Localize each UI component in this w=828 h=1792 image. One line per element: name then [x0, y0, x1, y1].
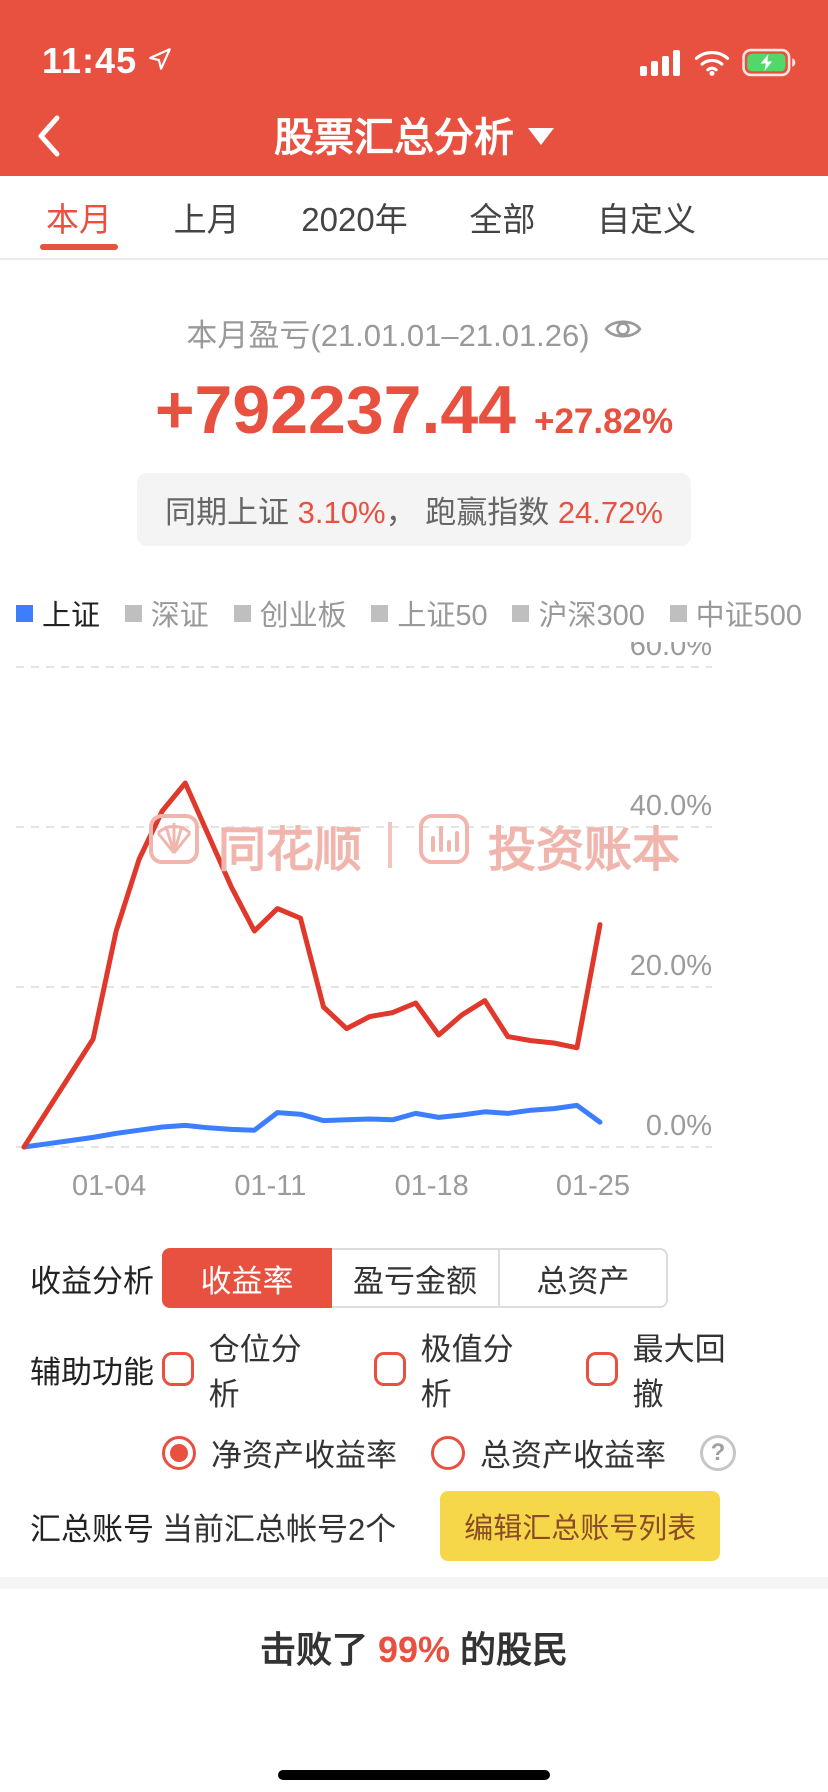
beat-suffix: 的股民 — [450, 1629, 569, 1670]
period-tabs: 本月 上月 2020年 全部 自定义 — [0, 176, 828, 260]
checkbox-icon[interactable] — [586, 1352, 618, 1386]
radio-icon-unchecked[interactable] — [431, 1435, 465, 1470]
period-summary-row: 本月盈亏(21.01.01–21.01.26) — [0, 310, 828, 355]
legend-swatch-gray — [124, 604, 142, 622]
segment-total-assets[interactable]: 总资产 — [500, 1248, 668, 1308]
status-bar: 11:45 — [0, 0, 828, 92]
outperform-value: 24.72% — [557, 495, 663, 530]
legend-label: 沪深300 — [538, 600, 645, 632]
home-indicator[interactable] — [278, 1770, 550, 1780]
aux-functions-label: 辅助功能 — [30, 1354, 154, 1390]
checkbox-icon[interactable] — [162, 1352, 194, 1386]
legend-swatch-gray — [371, 604, 389, 622]
index-legend: 上证 深证 创业板 上证50 沪深300 中证500 — [0, 592, 828, 634]
svg-text:01-18: 01-18 — [395, 1170, 469, 1202]
svg-text:01-04: 01-04 — [72, 1170, 146, 1202]
legend-item-hs300[interactable]: 沪深300 — [512, 592, 645, 634]
radio-total-asset-return[interactable]: 总资产收益率 — [431, 1430, 666, 1475]
checkbox-icon[interactable] — [374, 1352, 406, 1386]
pnl-amount: +792237.44 — [154, 372, 516, 448]
legend-item-szse[interactable]: 深证 — [124, 592, 209, 634]
controls-panel: 收益分析 收益率 盈亏金额 总资产 辅助功能 仓位分析 极值分析 最大回撤 净资… — [0, 1248, 828, 1561]
legend-swatch-gray — [233, 604, 251, 622]
tab-year-2020[interactable]: 2020年 — [301, 201, 408, 238]
svg-text:01-25: 01-25 — [556, 1170, 630, 1202]
legend-label: 上证50 — [397, 600, 488, 632]
legend-label: 中证500 — [695, 600, 802, 632]
visibility-eye-icon[interactable] — [604, 315, 642, 351]
checkbox-label: 仓位分析 — [208, 1332, 302, 1412]
svg-text:40.0%: 40.0% — [630, 790, 712, 822]
legend-item-sse[interactable]: 上证 — [16, 592, 100, 634]
chart-canvas[interactable]: 60.0% 40.0% 20.0% 0.0% 01-04 01-11 01-18 01-25 — [0, 630, 828, 1217]
profit-analysis-label: 收益分析 — [30, 1263, 154, 1299]
legend-label: 上证 — [42, 600, 101, 632]
section-divider — [0, 1577, 828, 1589]
legend-item-csi500[interactable]: 中证500 — [669, 592, 802, 634]
radio-label: 净资产收益率 — [211, 1438, 397, 1473]
pnl-amount-row: +792237.44 +27.82% — [0, 371, 828, 449]
radio-label: 总资产收益率 — [480, 1438, 666, 1473]
summary-account-label: 汇总账号 — [30, 1511, 154, 1547]
beat-percent-banner: 击败了 99% 的股民 — [0, 1589, 828, 1673]
tab-current-month[interactable]: 本月 — [40, 176, 118, 258]
radio-icon-checked[interactable] — [162, 1435, 196, 1470]
page-title: 股票汇总分析 — [274, 116, 514, 160]
return-type-row: 净资产收益率 总资产收益率 ? — [162, 1430, 798, 1475]
svg-text:20.0%: 20.0% — [630, 950, 712, 982]
tab-last-month[interactable]: 上月 — [173, 201, 240, 238]
wifi-icon — [694, 49, 730, 81]
performance-chart[interactable]: 60.0% 40.0% 20.0% 0.0% 01-04 01-11 01-18 01-25 … — [0, 630, 828, 1222]
tab-custom[interactable]: 自定义 — [596, 201, 696, 238]
metric-segmented-control: 收益率 盈亏金额 总资产 — [162, 1248, 668, 1308]
outperform-label: ， 跑赢指数 — [385, 495, 558, 530]
app-header: 11:45 — [0, 0, 828, 176]
tab-all[interactable]: 全部 — [469, 201, 536, 238]
svg-text:01-11: 01-11 — [234, 1170, 306, 1202]
legend-swatch-gray — [512, 604, 530, 622]
cellular-signal-icon — [640, 49, 682, 81]
benchmark-row: 同期上证 3.10%， 跑赢指数 24.72% — [0, 473, 828, 546]
status-time: 11:45 — [42, 40, 138, 81]
aux-functions-row: 辅助功能 仓位分析 极值分析 最大回撤 — [30, 1324, 798, 1414]
checkbox-extreme-analysis[interactable]: 极值分析 — [374, 1324, 534, 1414]
nav-bar: 股票汇总分析 — [0, 92, 828, 176]
beat-percent: 99% — [377, 1629, 451, 1670]
edit-account-list-button[interactable]: 编辑汇总账号列表 — [440, 1491, 721, 1561]
legend-swatch-gray — [669, 604, 687, 622]
checkbox-position-analysis[interactable]: 仓位分析 — [162, 1324, 322, 1414]
profit-analysis-row: 收益分析 收益率 盈亏金额 总资产 — [30, 1248, 798, 1308]
legend-item-chinext[interactable]: 创业板 — [233, 592, 347, 634]
legend-swatch-blue — [16, 604, 33, 622]
legend-label: 创业板 — [259, 600, 347, 632]
battery-charging-icon — [742, 48, 800, 82]
help-icon[interactable]: ? — [700, 1434, 736, 1471]
page-title-dropdown[interactable]: 股票汇总分析 — [274, 105, 554, 163]
period-label: 本月盈亏(21.01.01–21.01.26) — [186, 318, 590, 353]
checkbox-max-drawdown[interactable]: 最大回撤 — [586, 1324, 746, 1414]
dropdown-caret-icon — [528, 127, 554, 145]
pnl-percent: +27.82% — [534, 402, 674, 441]
benchmark-label: 同期上证 — [165, 495, 298, 530]
svg-text:0.0%: 0.0% — [646, 1110, 712, 1142]
segment-return-rate[interactable]: 收益率 — [162, 1248, 332, 1308]
checkbox-label: 极值分析 — [420, 1332, 514, 1412]
beat-prefix: 击败了 — [259, 1629, 378, 1670]
checkbox-label: 最大回撤 — [632, 1332, 726, 1412]
radio-net-asset-return[interactable]: 净资产收益率 — [162, 1430, 397, 1475]
benchmark-value: 3.10% — [297, 495, 386, 530]
summary-account-row: 汇总账号 当前汇总帐号2个 编辑汇总账号列表 — [30, 1491, 798, 1561]
legend-item-sse50[interactable]: 上证50 — [371, 592, 488, 634]
back-button[interactable] — [18, 106, 78, 166]
legend-label: 深证 — [150, 600, 209, 632]
account-count-text: 当前汇总帐号2个 — [162, 1511, 397, 1547]
benchmark-pill: 同期上证 3.10%， 跑赢指数 24.72% — [137, 473, 691, 546]
location-arrow-icon — [147, 46, 173, 77]
svg-text:60.0%: 60.0% — [630, 642, 712, 662]
segment-pnl-amount[interactable]: 盈亏金额 — [332, 1248, 500, 1308]
